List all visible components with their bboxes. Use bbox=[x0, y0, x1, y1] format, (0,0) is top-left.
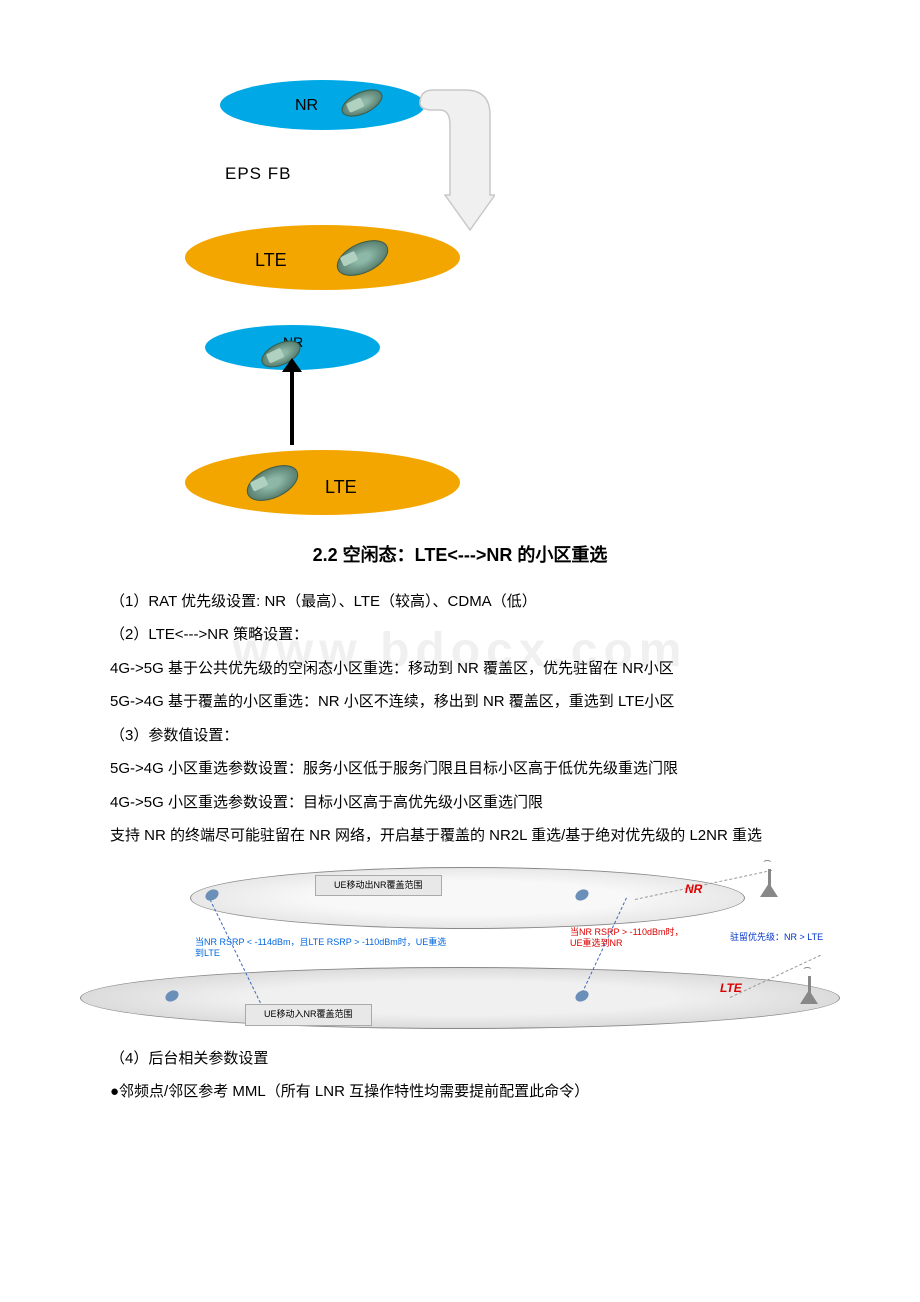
lte-mid-ellipse: LTE bbox=[185, 225, 460, 290]
up-arrow-icon bbox=[290, 370, 294, 445]
lte-tower-icon: ⌢ bbox=[800, 959, 820, 1004]
lte-label: LTE bbox=[720, 981, 742, 997]
lte-mid-label: LTE bbox=[255, 245, 287, 276]
paragraph-8: 支持 NR 的终端尽可能驻留在 NR 网络，开启基于覆盖的 NR2L 重选/基于… bbox=[80, 823, 840, 849]
paragraph-9: （4）后台相关参数设置 bbox=[80, 1046, 840, 1072]
eps-fb-label: EPS FB bbox=[225, 160, 291, 189]
section-title: 2.2 空闲态：LTE<--->NR 的小区重选 bbox=[80, 540, 840, 571]
paragraph-10: ●邻频点/邻区参考 MML（所有 LNR 互操作特性均需要提前配置此命令） bbox=[80, 1079, 840, 1105]
phone-icon bbox=[331, 233, 394, 283]
down-arrow-icon bbox=[415, 85, 495, 250]
label-move-in: UE移动入NR覆盖范围 bbox=[245, 1004, 372, 1025]
threshold-text-blue: 当NR RSRP < -114dBm，且LTE RSRP > -110dBm时，… bbox=[195, 937, 455, 960]
phone-icon bbox=[337, 84, 386, 123]
paragraph-4: 5G->4G 基于覆盖的小区重选：NR 小区不连续，移出到 NR 覆盖区，重选到… bbox=[80, 689, 840, 715]
diagram-coverage: UE移动出NR覆盖范围 UE移动入NR覆盖范围 ⌢ ⌢ 当NR RSRP < -… bbox=[80, 867, 840, 1032]
priority-label: 驻留优先级：NR > LTE bbox=[730, 932, 830, 944]
page-content: NR EPS FB LTE NR LTE 2.2 空闲态：LTE<--->NR … bbox=[0, 80, 920, 1105]
nr-top-ellipse: NR bbox=[220, 80, 425, 130]
paragraph-3: 4G->5G 基于公共优先级的空闲态小区重选：移动到 NR 覆盖区，优先驻留在 … bbox=[80, 656, 840, 682]
paragraph-2: （2）LTE<--->NR 策略设置： bbox=[80, 622, 840, 648]
nr-top-label: NR bbox=[295, 92, 318, 119]
label-move-out: UE移动出NR覆盖范围 bbox=[315, 875, 442, 896]
nr-tower-icon: ⌢ bbox=[760, 852, 780, 897]
nr-coverage-ellipse bbox=[190, 867, 745, 929]
paragraph-5: （3）参数值设置： bbox=[80, 723, 840, 749]
lte-bot-label: LTE bbox=[325, 472, 357, 503]
paragraph-6: 5G->4G 小区重选参数设置：服务小区低于服务门限且目标小区高于低优先级重选门… bbox=[80, 756, 840, 782]
lte-coverage-ellipse bbox=[80, 967, 840, 1029]
diagram-eps-fb: NR EPS FB LTE NR LTE bbox=[170, 80, 840, 520]
threshold-text-red: 当NR RSRP > -110dBm时，UE重选到NR bbox=[570, 927, 690, 950]
lte-bot-ellipse: LTE bbox=[185, 450, 460, 515]
paragraph-1: （1）RAT 优先级设置: NR（最高）、LTE（较高）、CDMA（低） bbox=[80, 589, 840, 615]
phone-icon bbox=[241, 458, 304, 508]
nr-label: NR bbox=[685, 882, 702, 898]
paragraph-7: 4G->5G 小区重选参数设置：目标小区高于高优先级小区重选门限 bbox=[80, 790, 840, 816]
